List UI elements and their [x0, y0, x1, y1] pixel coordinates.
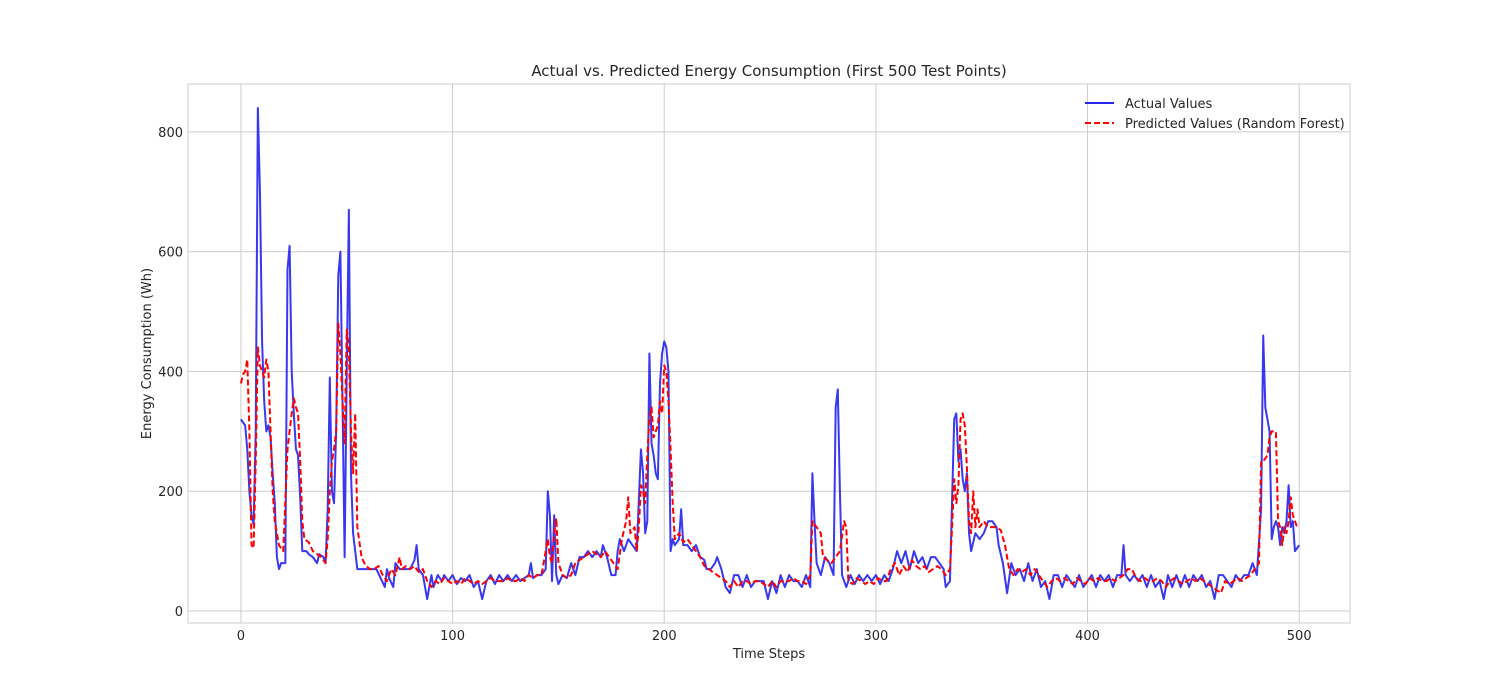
x-axis-label: Time Steps [732, 647, 806, 662]
x-tick-label: 0 [237, 629, 245, 644]
tick-labels: 0 100 200 300 400 500 0 200 400 600 800 [158, 126, 1311, 644]
x-tick-label: 200 [652, 629, 677, 644]
series-line-actual [240, 106, 1301, 601]
y-tick-label: 0 [175, 605, 183, 620]
x-tick-label: 100 [440, 629, 465, 644]
series-line-predicted [239, 322, 1299, 595]
grid [188, 84, 1350, 623]
chart-title: Actual vs. Predicted Energy Consumption … [531, 62, 1006, 80]
legend-label-actual: Actual Values [1125, 97, 1213, 112]
y-tick-label: 600 [158, 246, 183, 261]
x-tick-label: 500 [1287, 629, 1312, 644]
legend: Actual Values Predicted Values (Random F… [1085, 97, 1345, 132]
y-tick-label: 400 [158, 365, 183, 380]
y-tick-label: 200 [158, 485, 183, 500]
legend-label-predicted: Predicted Values (Random Forest) [1125, 117, 1345, 132]
y-tick-label: 800 [158, 126, 183, 141]
x-tick-label: 400 [1075, 629, 1100, 644]
x-tick-label: 300 [863, 629, 888, 644]
y-axis-label: Energy Consumption (Wh) [140, 268, 155, 439]
series-layer [239, 106, 1301, 601]
plot-frame [187, 83, 1351, 624]
